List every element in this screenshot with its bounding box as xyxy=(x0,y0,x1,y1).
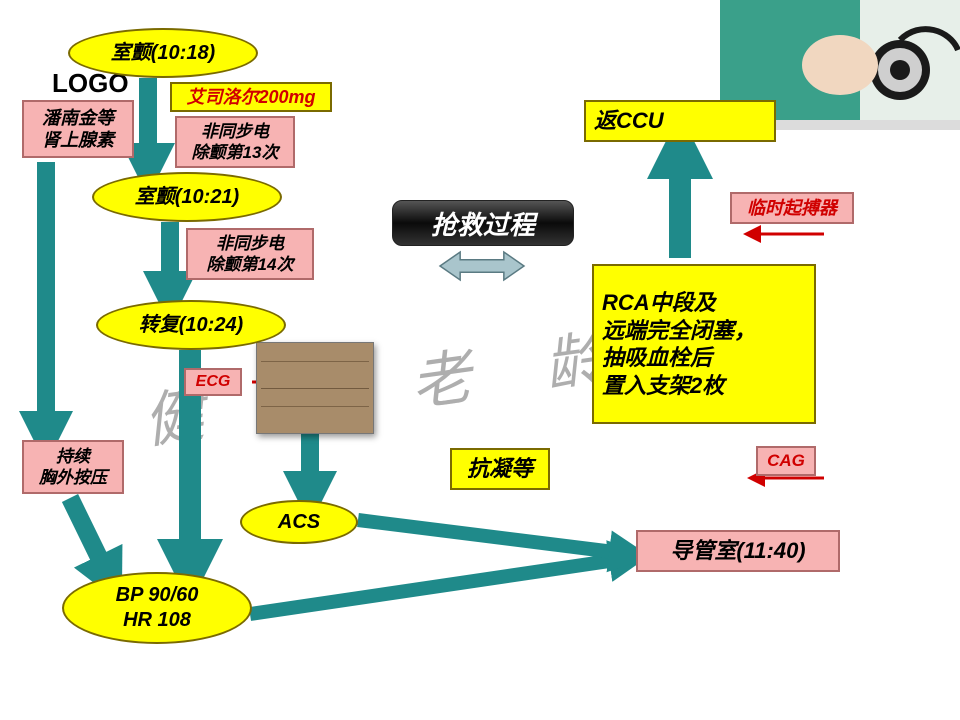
box-pannankin: 潘南金等 肾上腺素 xyxy=(22,100,134,158)
ellipse-vf1018: 室颤(10:18) xyxy=(68,28,258,78)
box-ccu: 返CCU xyxy=(584,100,776,142)
ellipse-bp: BP 90/60 HR 108 xyxy=(62,572,252,644)
box-defib14: 非同步电 除颤第14次 xyxy=(186,228,314,280)
box-defib13: 非同步电 除颤第13次 xyxy=(175,116,295,168)
box-cag: CAG xyxy=(756,446,816,476)
ellipse-acs: ACS xyxy=(240,500,358,544)
box-anticoag: 抗凝等 xyxy=(450,448,550,490)
ecg-image xyxy=(256,342,374,434)
ellipse-conv: 转复(10:24) xyxy=(96,300,286,350)
box-pacemaker: 临时起搏器 xyxy=(730,192,854,224)
box-cathlab: 导管室(11:40) xyxy=(636,530,840,572)
ellipse-vf1021: 室颤(10:21) xyxy=(92,172,282,222)
box-rca: RCA中段及 远端完全闭塞， 抽吸血栓后 置入支架2枚 xyxy=(592,264,816,424)
box-ecglabel: ECG xyxy=(184,368,242,396)
title-pill: 抢救过程 xyxy=(392,200,574,246)
title-pill-text: 抢救过程 xyxy=(431,205,535,242)
diagram-canvas: LOGO 健 康 老 龄 网 抢救过程 室颤(10:1 xyxy=(0,0,960,720)
box-chest: 持续 胸外按压 xyxy=(22,440,124,494)
box-esmolol: 艾司洛尔200mg xyxy=(170,82,332,112)
